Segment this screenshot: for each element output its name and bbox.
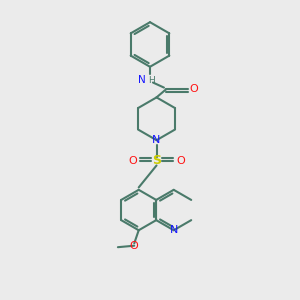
Text: N: N <box>138 75 146 85</box>
Text: O: O <box>189 84 198 94</box>
Text: O: O <box>176 156 185 166</box>
Text: O: O <box>128 156 137 166</box>
Text: N: N <box>152 135 161 145</box>
Text: S: S <box>152 154 161 167</box>
Text: H: H <box>148 76 154 85</box>
Text: N: N <box>169 225 178 235</box>
Text: O: O <box>130 241 139 251</box>
